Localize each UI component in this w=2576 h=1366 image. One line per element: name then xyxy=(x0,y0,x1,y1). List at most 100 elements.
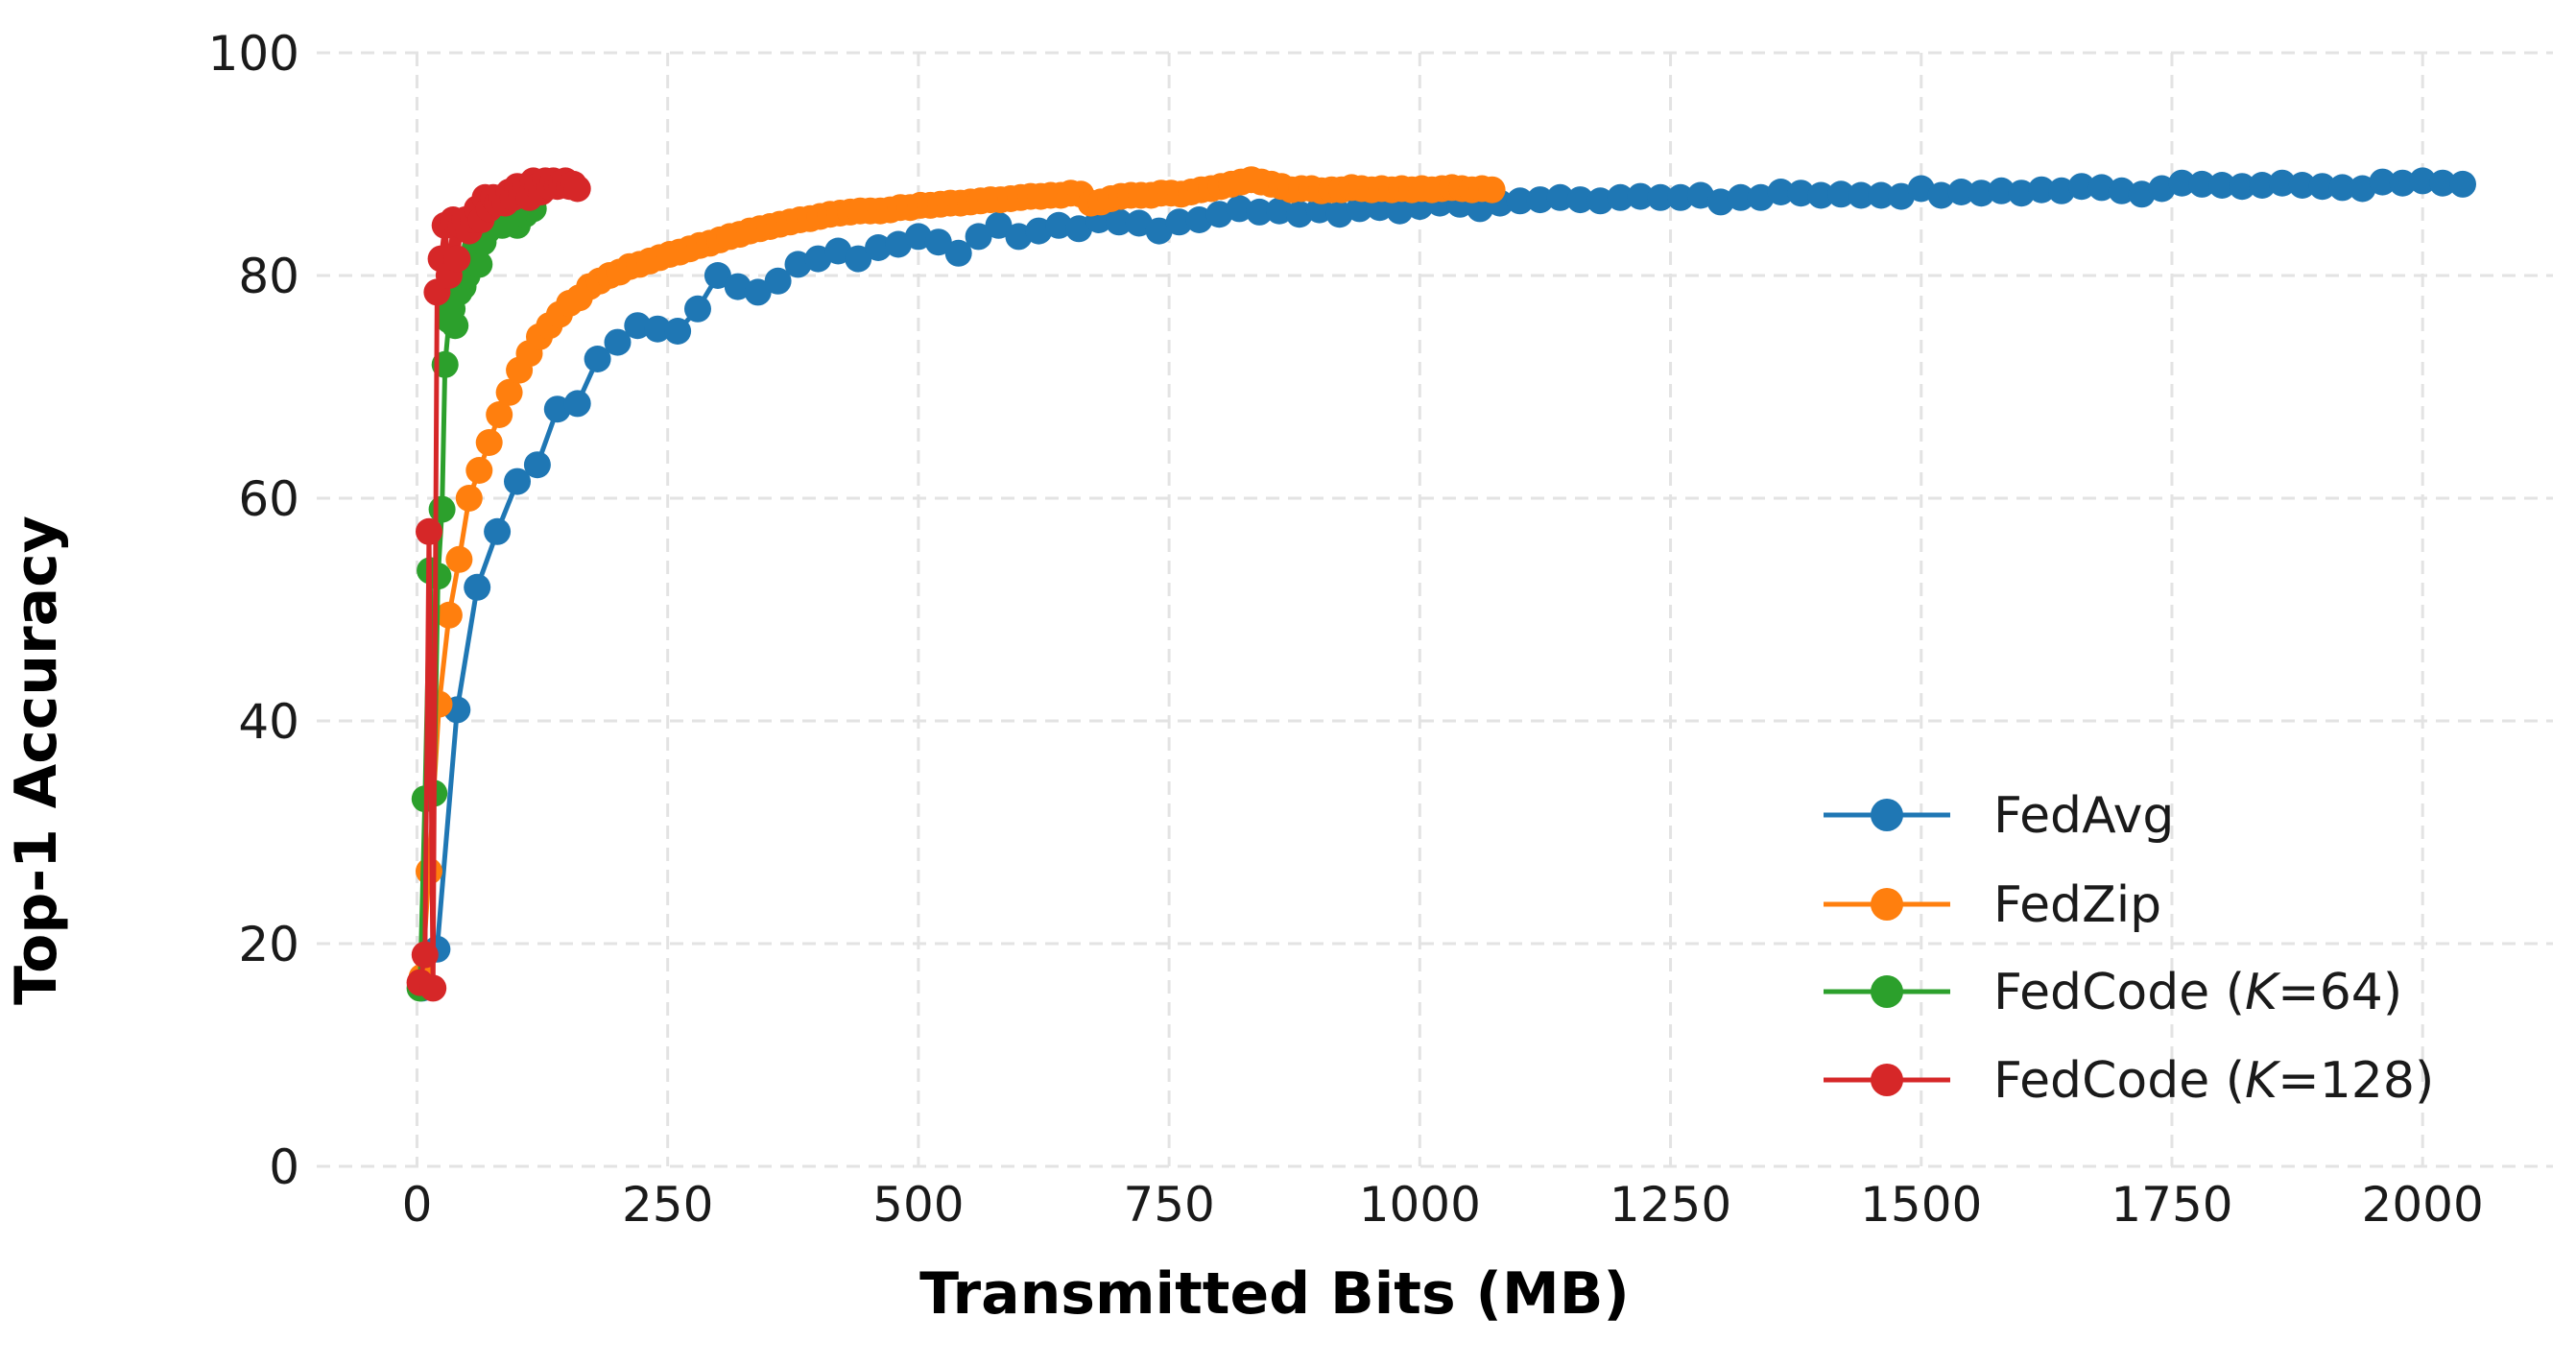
data-point-fedavg xyxy=(1647,183,1675,211)
legend-entry-fedavg: FedAvg xyxy=(1824,787,2174,845)
data-point-fedavg xyxy=(624,312,652,340)
data-point-fedavg xyxy=(2067,173,2095,201)
data-point-fedavg xyxy=(1607,183,1634,211)
x-tick-label: 1250 xyxy=(1610,1177,1731,1233)
data-point-fedavg xyxy=(2389,169,2417,197)
x-tick-label: 1000 xyxy=(1359,1177,1481,1233)
data-point-fedavg xyxy=(704,262,731,289)
legend-label-fedzip: FedZip xyxy=(1993,876,2161,934)
y-tick-label: 40 xyxy=(238,694,299,750)
legend-marker-fedzip xyxy=(1871,888,1903,921)
legend-label-fedcode-64-value: =64) xyxy=(2278,964,2402,1021)
legend-label-fedcode-128-k: K xyxy=(2245,1052,2281,1110)
data-point-fedavg xyxy=(1667,183,1694,211)
series-fedzip xyxy=(408,166,1506,991)
data-point-fedavg xyxy=(584,346,611,372)
data-point-fedavg xyxy=(2008,180,2036,207)
data-point-fedavg xyxy=(1285,201,1313,228)
data-point-fedavg xyxy=(744,278,772,306)
data-point-fedavg xyxy=(985,211,1013,239)
data-point-fedavg xyxy=(604,328,632,356)
legend-label-fedcode-128: FedCode (K=128) xyxy=(1993,1052,2434,1110)
legend-label-fedcode-64: FedCode (K=64) xyxy=(1993,964,2402,1021)
data-point-fedavg xyxy=(2429,169,2457,197)
data-point-fedavg xyxy=(644,315,672,343)
series-line-fedavg xyxy=(419,178,2464,990)
data-point-fedavg xyxy=(523,451,551,479)
data-point-fedavg xyxy=(664,318,692,345)
data-point-fedavg xyxy=(865,234,893,261)
data-point-fedavg xyxy=(965,223,992,251)
data-point-fedavg xyxy=(1246,198,1274,226)
data-point-fedavg xyxy=(2369,168,2397,196)
data-point-fedavg xyxy=(2188,170,2216,198)
data-point-fedavg xyxy=(2328,174,2356,202)
data-point-fedzip xyxy=(445,545,473,573)
data-point-fedavg xyxy=(1767,179,1795,205)
data-point-fedavg xyxy=(2168,169,2196,197)
legend-label-fedcode-64-k: K xyxy=(2245,964,2281,1021)
y-tick-label: 100 xyxy=(208,26,299,82)
data-point-fedavg xyxy=(1045,211,1073,239)
y-tick-label: 0 xyxy=(269,1139,299,1195)
series-fedavg xyxy=(408,167,2476,1002)
data-point-fedavg xyxy=(2048,177,2075,204)
data-point-fedavg xyxy=(1947,179,1975,205)
data-point-fedavg xyxy=(2028,176,2056,204)
data-point-fedcode-k-128 xyxy=(563,175,591,203)
data-point-fedavg xyxy=(2449,170,2476,198)
series-fedcode-k-128 xyxy=(406,167,591,1002)
legend-entry-fedcode-64: FedCode (K=64) xyxy=(1824,964,2402,1021)
data-point-fedzip xyxy=(416,857,442,885)
data-point-fedcode-k-128 xyxy=(443,245,471,273)
data-point-fedavg xyxy=(2308,173,2336,201)
data-point-fedcode-k-128 xyxy=(411,941,439,969)
data-point-fedavg xyxy=(1706,188,1734,216)
data-point-fedavg xyxy=(2268,169,2296,197)
data-point-fedavg xyxy=(1065,215,1093,243)
legend-marker-fedcode-128 xyxy=(1871,1064,1903,1096)
data-point-fedcode-k-64 xyxy=(441,312,469,340)
data-point-fedavg xyxy=(1266,197,1293,225)
data-point-fedzip xyxy=(1478,176,1506,204)
data-point-fedavg xyxy=(1927,181,1955,209)
x-tick-label: 250 xyxy=(622,1177,713,1233)
data-point-fedavg xyxy=(1807,181,1835,209)
data-point-fedavg xyxy=(1226,195,1253,223)
data-point-fedavg xyxy=(1165,208,1193,236)
data-point-fedavg xyxy=(1526,186,1554,214)
data-point-fedavg xyxy=(1827,180,1855,208)
data-point-fedavg xyxy=(464,573,491,601)
legend-label-fedcode-64-prefix: FedCode ( xyxy=(1993,964,2245,1021)
data-point-fedzip xyxy=(435,601,463,629)
data-point-fedavg xyxy=(764,267,792,295)
data-point-fedavg xyxy=(1105,208,1133,236)
legend-entry-fedcode-128: FedCode (K=128) xyxy=(1824,1052,2434,1110)
data-point-fedavg xyxy=(563,390,591,418)
legend-label-fedavg: FedAvg xyxy=(1993,787,2174,845)
data-point-fedcode-k-128 xyxy=(416,517,442,545)
legend-marker-fedavg xyxy=(1871,799,1903,831)
data-point-fedavg xyxy=(1868,181,1895,209)
x-axis-title: Transmitted Bits (MB) xyxy=(919,1260,1630,1328)
data-point-fedavg xyxy=(1968,180,1995,207)
data-point-fedcode-k-64 xyxy=(465,251,493,278)
data-point-fedavg xyxy=(2108,177,2135,204)
data-point-fedzip xyxy=(486,401,513,428)
x-tick-label: 0 xyxy=(402,1177,433,1233)
data-point-fedavg xyxy=(1988,177,2015,204)
data-point-fedavg xyxy=(504,467,531,495)
data-point-fedavg xyxy=(944,239,972,267)
legend: FedAvg FedZip FedCode (K=64) FedCode (K=… xyxy=(1824,787,2434,1110)
data-point-fedavg xyxy=(2208,172,2236,199)
y-tick-label: 60 xyxy=(238,471,299,527)
data-point-fedavg xyxy=(1566,186,1594,214)
data-point-fedavg xyxy=(1627,182,1655,210)
data-point-fedavg xyxy=(1848,181,1875,209)
y-tick-label: 80 xyxy=(238,249,299,304)
data-point-fedavg xyxy=(924,228,952,256)
data-point-fedavg xyxy=(2288,172,2316,199)
data-point-fedavg xyxy=(2409,167,2437,195)
